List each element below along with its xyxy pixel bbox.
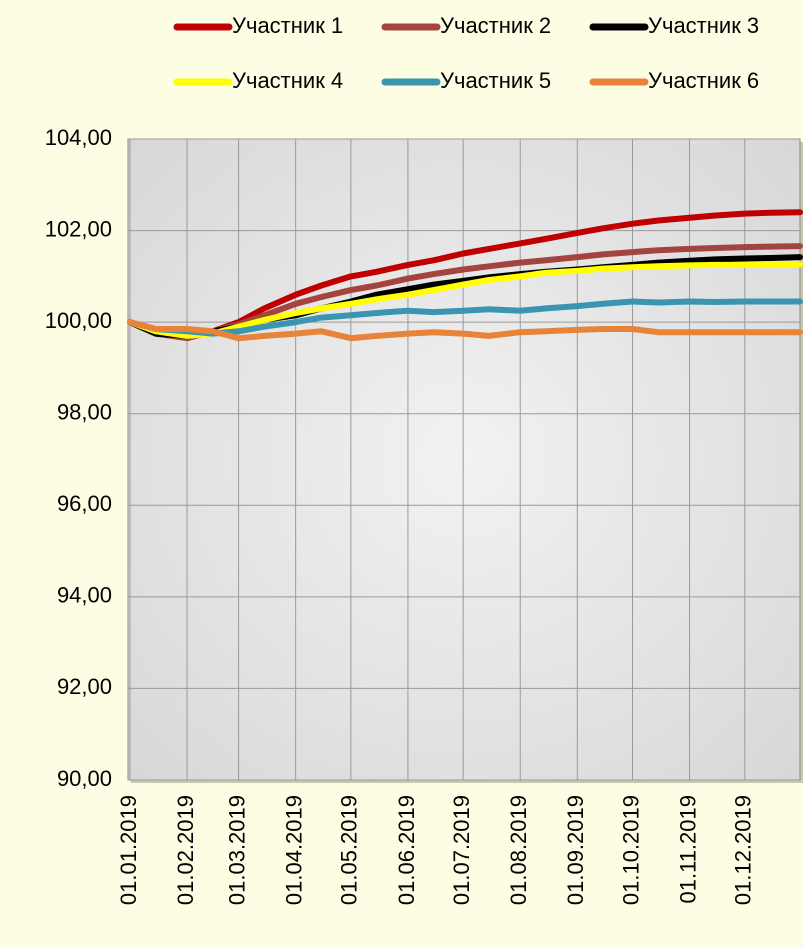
x-tick-label: 01.10.2019 xyxy=(618,795,643,905)
y-tick-label: 102,00 xyxy=(45,216,112,241)
legend-label: Участник 3 xyxy=(648,13,759,38)
series-line xyxy=(127,261,803,339)
x-tick-label: 01.04.2019 xyxy=(281,795,306,905)
y-tick-label: 100,00 xyxy=(45,308,112,333)
legend-label: Участник 2 xyxy=(440,13,551,38)
y-tick-label: 90,00 xyxy=(57,766,112,791)
legend-label: Участник 5 xyxy=(440,68,551,93)
y-tick-label: 104,00 xyxy=(45,125,112,150)
x-tick-label: 01.08.2019 xyxy=(506,795,531,905)
x-tick-label: 01.01.2019 xyxy=(116,795,141,905)
legend-label: Участник 6 xyxy=(648,68,759,93)
series-line xyxy=(127,298,803,337)
y-tick-label: 94,00 xyxy=(57,583,112,608)
x-tick-label: 01.06.2019 xyxy=(394,795,419,905)
plot-area xyxy=(127,138,801,781)
y-tick-label: 92,00 xyxy=(57,674,112,699)
x-tick-label: 01.02.2019 xyxy=(173,795,198,905)
x-tick-label: 01.07.2019 xyxy=(449,795,474,905)
x-tick-label: 01.11.2019 xyxy=(675,795,700,903)
x-tick-label: 01.05.2019 xyxy=(337,795,362,905)
y-tick-label: 98,00 xyxy=(57,400,112,425)
y-tick-label: 96,00 xyxy=(57,491,112,516)
series-line xyxy=(127,319,803,342)
x-tick-label: 01.03.2019 xyxy=(224,795,249,905)
legend-label: Участник 1 xyxy=(232,13,343,38)
x-tick-label: 01.12.2019 xyxy=(731,795,756,905)
legend-label: Участник 4 xyxy=(232,68,343,93)
x-tick-label: 01.09.2019 xyxy=(563,795,588,905)
